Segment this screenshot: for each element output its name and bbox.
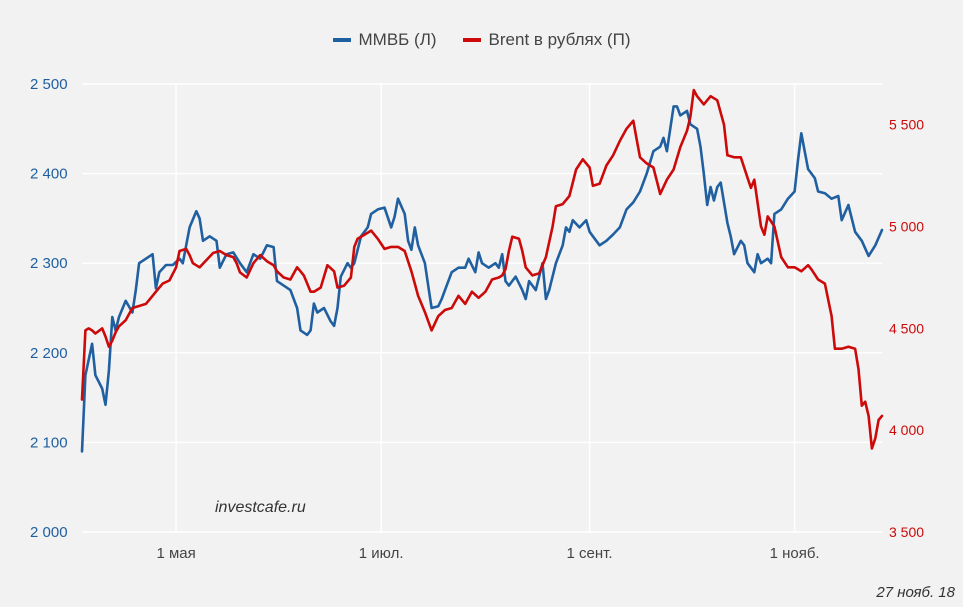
y-axis-right: 3 500 4 000 4 500 5 000 5 500 xyxy=(889,117,924,540)
y-left-tick-label: 2 400 xyxy=(30,166,68,183)
legend-swatch-right xyxy=(462,38,481,42)
x-tick-label: 1 мая xyxy=(156,545,195,562)
x-tick-label: 1 нояб. xyxy=(770,545,820,562)
y-right-tick-label: 3 500 xyxy=(889,524,924,540)
legend-swatch-left xyxy=(332,38,351,42)
y-left-tick-label: 2 100 xyxy=(30,434,68,451)
legend-label-right: Brent в рублях (П) xyxy=(488,30,631,49)
y-right-tick-label: 4 000 xyxy=(889,422,924,438)
y-right-tick-label: 5 500 xyxy=(889,117,924,133)
y-left-tick-label: 2 500 xyxy=(30,76,68,93)
x-axis: 1 мая 1 июл. 1 сент. 1 нояб. xyxy=(156,545,819,562)
x-tick-label: 1 сент. xyxy=(567,545,613,562)
y-axis-left: 2 000 2 100 2 200 2 300 2 400 2 500 xyxy=(30,76,68,541)
y-left-tick-label: 2 300 xyxy=(30,255,68,272)
y-left-tick-label: 2 000 xyxy=(30,524,68,541)
x-tick-label: 1 июл. xyxy=(359,545,404,562)
watermark: investcafe.ru xyxy=(215,499,306,516)
legend: ММВБ (Л) Brent в рублях (П) xyxy=(0,30,963,50)
series-line-moex xyxy=(80,105,884,453)
legend-label-left: ММВБ (Л) xyxy=(358,30,437,49)
y-right-tick-label: 4 500 xyxy=(889,320,924,336)
date-stamp: 27 нояб. 18 xyxy=(876,584,955,601)
series-line-brent xyxy=(80,88,884,450)
legend-item-left[interactable]: ММВБ (Л) xyxy=(332,30,437,50)
legend-item-right[interactable]: Brent в рублях (П) xyxy=(462,30,631,50)
grid-lines xyxy=(82,83,882,533)
y-left-tick-label: 2 200 xyxy=(30,345,68,362)
series-layer xyxy=(80,88,884,453)
y-right-tick-label: 5 000 xyxy=(889,219,924,235)
